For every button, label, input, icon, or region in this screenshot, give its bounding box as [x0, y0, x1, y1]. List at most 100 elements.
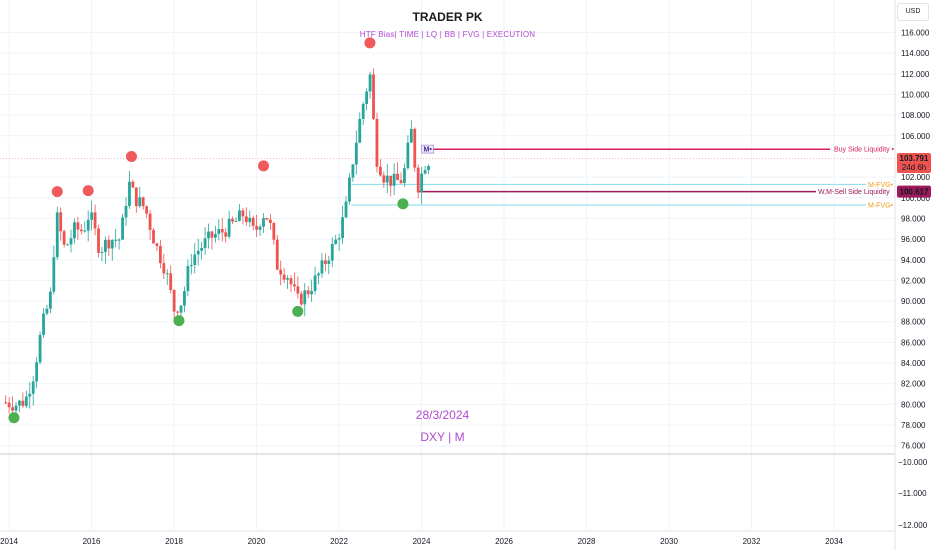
candle-body	[255, 225, 259, 230]
price-tick-label: 102.000	[901, 173, 930, 182]
price-tick-label: 110.000	[901, 90, 930, 99]
swing-low-marker	[397, 198, 409, 210]
candle-body	[79, 229, 83, 232]
candle-body	[73, 222, 76, 239]
candle-body	[330, 243, 334, 261]
time-tick-label: 2026	[495, 537, 513, 546]
price-tick-label: 116.000	[901, 29, 930, 38]
candle-body	[220, 229, 224, 233]
candle-body	[131, 181, 135, 188]
price-axis[interactable]: 116.000 114.000 112.000 110.000 108.000 106.0…	[898, 29, 930, 531]
candle-body	[389, 175, 393, 186]
candle-body	[145, 206, 149, 214]
candle-body	[323, 260, 327, 264]
candle-body	[251, 217, 255, 226]
candle-body	[76, 222, 80, 230]
price-tick-label: 106.000	[901, 132, 930, 141]
candle-body	[289, 278, 293, 285]
swing-high-marker	[82, 185, 94, 197]
candle-body	[286, 278, 289, 280]
candle-body	[372, 74, 375, 119]
price-tick-label: 96.000	[901, 235, 926, 244]
candle-body	[337, 238, 341, 240]
candle-body	[62, 231, 66, 245]
candle-body	[148, 213, 152, 230]
candle-body	[361, 103, 365, 119]
candle-body	[31, 381, 35, 394]
fvg-label-lower: M-FVG•	[868, 203, 894, 210]
swing-high-marker	[258, 160, 270, 172]
candle-body	[83, 230, 87, 232]
candle-body	[183, 291, 186, 306]
candle-body	[275, 239, 279, 270]
candle-body	[134, 187, 138, 207]
swing-markers	[8, 37, 409, 424]
candle-body	[310, 291, 314, 295]
buy-side-liquidity-label: Buy Side Liquidity •	[834, 147, 895, 154]
candle-body	[162, 263, 166, 274]
swing-high-marker	[364, 37, 376, 49]
price-tick-label: 98.000	[901, 214, 926, 223]
candle-body	[334, 239, 338, 244]
candle-body	[196, 250, 200, 255]
candle-body	[227, 218, 231, 237]
candle-body	[155, 243, 159, 247]
price-tick-label: 84.000	[901, 359, 926, 368]
candle-body	[52, 257, 56, 292]
candle-body	[93, 212, 97, 229]
candle-body	[189, 265, 193, 267]
candle-body	[427, 166, 430, 171]
time-tick-label: 2034	[825, 537, 843, 546]
time-tick-label: 2032	[743, 537, 761, 546]
candle-body	[117, 239, 121, 241]
currency-button[interactable]: USD	[897, 3, 929, 21]
candle-body	[272, 222, 276, 240]
time-tick-label: 2020	[248, 537, 266, 546]
swing-high-marker	[126, 151, 138, 163]
candle-body	[14, 405, 18, 411]
last-price-value: 103.791	[900, 154, 929, 163]
candle-body	[354, 142, 358, 165]
time-tick-label: 2024	[413, 537, 431, 546]
candle-body	[207, 231, 210, 239]
swing-low-marker	[173, 315, 185, 327]
candle-body	[409, 128, 413, 143]
time-tick-label: 2018	[165, 537, 183, 546]
price-tick-label: 88.000	[901, 318, 926, 327]
price-tick-label: 76.000	[901, 442, 926, 451]
candle-body	[403, 168, 406, 184]
price-tick-label: 80.000	[901, 400, 926, 409]
candle-body	[66, 244, 69, 246]
chart-title: TRADER PK	[412, 10, 483, 24]
chart-subtitle: HTF Bias| TIME | LQ | BB | FVG | EXECUTI…	[359, 30, 536, 39]
watermark-date: 28/3/2024	[415, 408, 470, 422]
candle-body	[344, 201, 348, 218]
watermark-symbol: DXY | M	[420, 430, 465, 444]
candle-body	[244, 216, 248, 223]
candle-body	[28, 393, 32, 397]
time-tick-label: 2016	[83, 537, 101, 546]
candle-body	[24, 396, 28, 406]
candle-body	[128, 181, 131, 206]
candle-body	[248, 217, 252, 223]
candle-body	[176, 311, 179, 313]
candle-body	[293, 284, 296, 287]
time-axis[interactable]: 2014 2016 2018 2020 2022 2024 2026 2028 2030 2032…	[0, 537, 843, 546]
candle-body	[268, 219, 272, 223]
price-tick-label: 92.000	[901, 276, 926, 285]
candle-body	[21, 400, 25, 406]
candle-body	[114, 239, 118, 241]
candle-body	[124, 205, 128, 218]
candle-body	[172, 290, 176, 312]
price-tick-label: 108.000	[901, 111, 930, 120]
candle-body	[7, 402, 11, 408]
grid	[0, 0, 896, 550]
price-tick-label: 86.000	[901, 338, 926, 347]
candle-body	[100, 251, 104, 253]
candle-body	[238, 210, 241, 221]
candle-body	[341, 217, 344, 239]
candle-body	[42, 313, 45, 335]
candle-body	[296, 286, 300, 294]
